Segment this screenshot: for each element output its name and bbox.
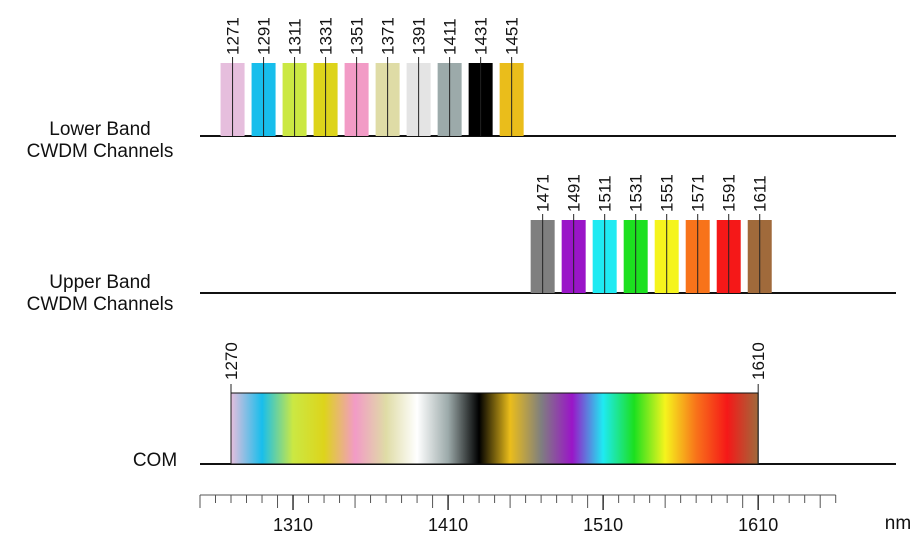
upper-band-label-1511: 1511 (596, 175, 615, 212)
axis-unit-label: nm (884, 513, 912, 534)
axis-tick-label-1610: 1610 (738, 515, 778, 535)
upper-band-label: Upper Band CWDM Channels (6, 272, 194, 316)
upper-band-label-1611: 1611 (751, 175, 770, 212)
axis-tick-label-1310: 1310 (273, 515, 313, 535)
wavelength-axis: 1310 1410 1510 1610 (199, 494, 837, 535)
upper-band-label-1491: 1491 (565, 174, 584, 212)
lower-band-label-1291: 1291 (255, 17, 274, 55)
com-spectrum-bar (230, 392, 759, 465)
lower-band-label-1431: 1431 (472, 17, 491, 55)
com-label-end: 1610 (749, 342, 768, 380)
lower-band-label-1391: 1391 (410, 17, 429, 55)
upper-band-label-line1: Upper Band (49, 272, 151, 293)
upper-band-label-line2: CWDM Channels (26, 294, 174, 315)
lower-band-label-line1: Lower Band (49, 119, 151, 140)
lower-band-label-1311: 1311 (286, 18, 305, 55)
upper-band-label-1551: 1551 (658, 174, 677, 212)
lower-band-label-1271: 1271 (224, 17, 243, 55)
lower-band-channels: 1271 1291 1311 1331 1351 1371 1391 1411 1431 1451 (220, 17, 524, 136)
upper-band-label-1531: 1531 (627, 174, 646, 212)
upper-band-label-1571: 1571 (689, 174, 708, 212)
com-markers: 1270 1610 (222, 342, 768, 464)
upper-band-label-1591: 1591 (720, 174, 739, 212)
lower-band-label-line2: CWDM Channels (26, 141, 174, 162)
lower-band-label-1371: 1371 (379, 17, 398, 55)
com-label: COM (120, 450, 190, 472)
lower-band-label-1411: 1411 (441, 18, 460, 55)
lower-band-label-1451: 1451 (503, 17, 522, 55)
lower-band-label-1351: 1351 (348, 17, 367, 55)
axis-tick-label-1410: 1410 (428, 515, 468, 535)
lower-band-label: Lower Band CWDM Channels (6, 119, 194, 163)
com-label-text: COM (132, 450, 178, 471)
com-label-start: 1270 (222, 342, 241, 380)
lower-band-label-1331: 1331 (317, 17, 336, 55)
upper-band-label-1471: 1471 (534, 174, 553, 212)
axis-tick-label-1510: 1510 (583, 515, 623, 535)
upper-band-channels: 1471 1491 1511 1531 1551 1571 1591 1611 (530, 174, 772, 293)
